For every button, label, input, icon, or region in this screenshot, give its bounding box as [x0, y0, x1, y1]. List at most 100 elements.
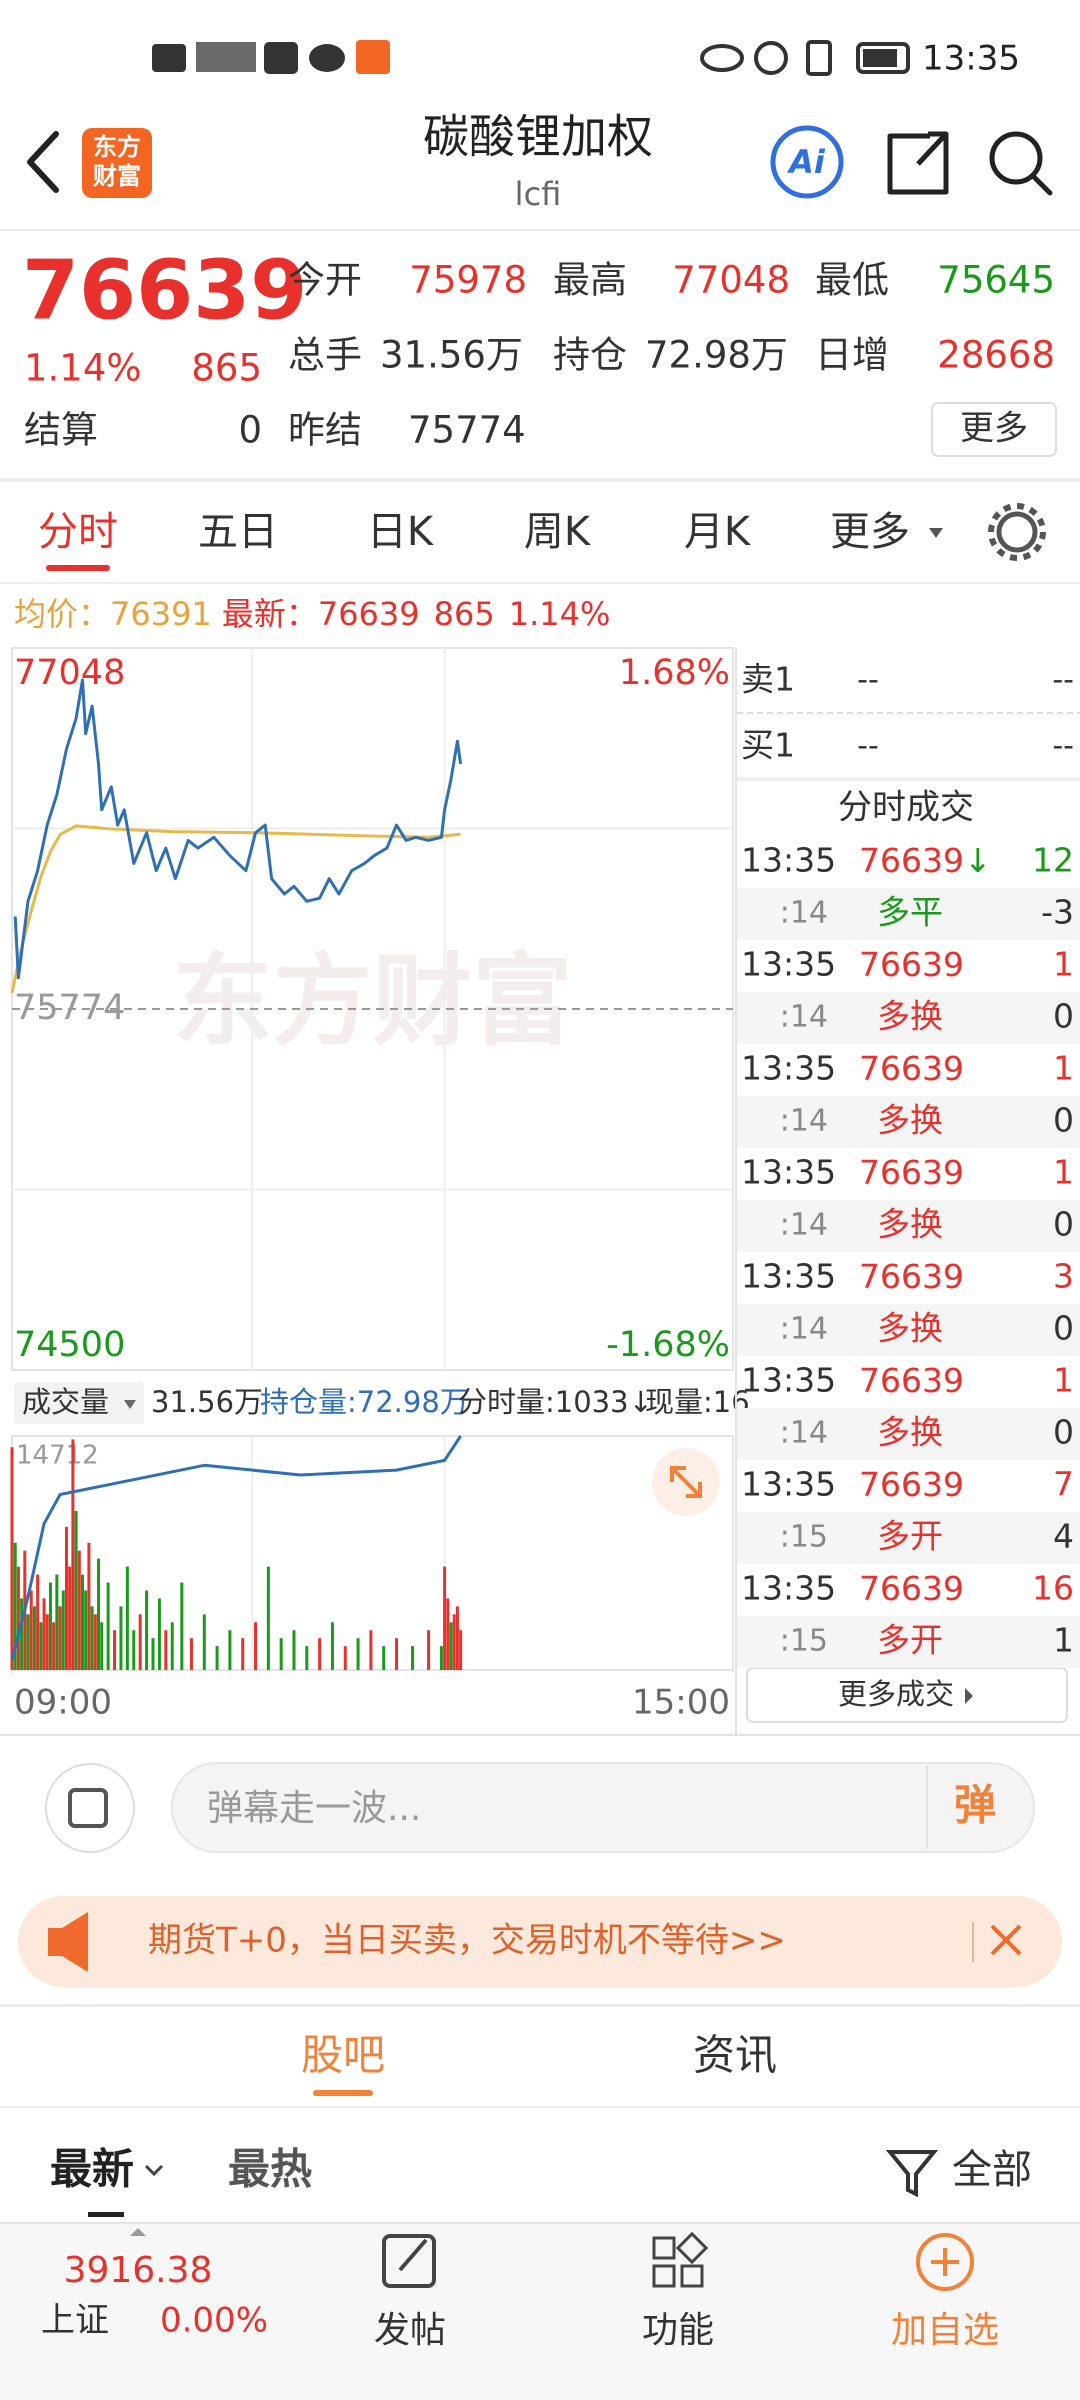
- trade-price: 76639: [859, 1465, 964, 1504]
- trade-change: 0: [1053, 1413, 1074, 1452]
- last-change: 865: [434, 595, 495, 633]
- y2-tick-label: 1.68%: [619, 653, 730, 693]
- volume-bar: [443, 1566, 447, 1670]
- divider: [0, 2106, 1080, 2108]
- app-logo: [82, 128, 152, 198]
- index-value[interactable]: 3916.38: [64, 2250, 213, 2291]
- sort-option[interactable]: 最热: [228, 2145, 312, 2194]
- trade-time: 13:35: [741, 1153, 836, 1192]
- comment-bar: 弹幕走一波... 弹: [45, 1762, 1035, 1853]
- status-icon: [264, 42, 298, 74]
- function-icon: [652, 2236, 676, 2260]
- ai-button[interactable]: [770, 125, 844, 199]
- trade-change: 0: [1053, 1101, 1074, 1140]
- trade-price-value: 76639: [859, 1569, 964, 1608]
- y-tick-label: 75774: [14, 988, 125, 1028]
- volume-bar: [29, 1590, 33, 1670]
- field-label: 最低: [815, 259, 889, 302]
- status-time: 13:35: [922, 39, 1020, 79]
- trade-volume: 1: [1053, 945, 1074, 984]
- book-price: --: [857, 729, 879, 764]
- price-line: [13, 678, 463, 980]
- volume-bar: [90, 1606, 94, 1670]
- book-divider: [737, 777, 1080, 781]
- banner-text: 期货T+0，当日买卖，交易时机不等待>>: [148, 1921, 786, 1961]
- volume-bar: [80, 1574, 84, 1670]
- volume-bar: [292, 1630, 296, 1670]
- volume-bar: [356, 1638, 360, 1670]
- volume-bar: [97, 1558, 101, 1670]
- trade-kind: 多换: [877, 1309, 943, 1348]
- volume-bar: [48, 1582, 52, 1670]
- volume-bar: [74, 1510, 78, 1670]
- trade-second: :15: [780, 1520, 828, 1555]
- volume-bar: [452, 1614, 456, 1670]
- tab[interactable]: 周K: [524, 509, 592, 555]
- trade-time: 13:35: [741, 1361, 836, 1400]
- trade-volume: 1: [1053, 1361, 1074, 1400]
- field-label: 今开: [288, 259, 362, 302]
- dropdown-caret: [929, 528, 943, 538]
- book-price: --: [857, 663, 879, 698]
- expand-icon: [670, 1466, 702, 1498]
- search-button[interactable]: [989, 131, 1043, 185]
- comment-input[interactable]: [171, 1762, 1035, 1853]
- volume-bar: [64, 1526, 68, 1670]
- nav-item[interactable]: 发帖: [374, 2310, 446, 2351]
- volume-bar: [164, 1630, 168, 1670]
- trade-volume: 16: [1032, 1569, 1074, 1608]
- danmaku-button[interactable]: 弹: [954, 1781, 996, 1830]
- volume-bar: [157, 1598, 161, 1670]
- trade-volume: 3: [1053, 1257, 1074, 1296]
- trade-second: :14: [780, 1312, 828, 1347]
- book-volume: --: [1052, 729, 1074, 764]
- tab[interactable]: 分时: [38, 509, 118, 555]
- nav-item[interactable]: 加自选: [891, 2310, 999, 2351]
- function-icon: [675, 2231, 709, 2265]
- settle-value: 0: [238, 409, 262, 452]
- settings-button[interactable]: [996, 511, 1038, 553]
- selector-box[interactable]: [14, 1382, 144, 1424]
- trade-price-value: 76639: [859, 1049, 964, 1088]
- y-tick-label: 74500: [14, 1325, 125, 1365]
- trade-price: 76639: [859, 945, 964, 984]
- divider: [0, 229, 1080, 231]
- nav-item[interactable]: 功能: [642, 2310, 714, 2351]
- volume-bar: [45, 1614, 49, 1670]
- trade-change: -3: [1041, 893, 1074, 932]
- comment-placeholder: 弹幕走一波...: [207, 1788, 421, 1829]
- volume-bar: [449, 1622, 453, 1670]
- volume-bar: [382, 1646, 386, 1670]
- danmaku-icon: [68, 1788, 108, 1828]
- content-tab[interactable]: 股吧: [301, 2031, 385, 2080]
- close-button[interactable]: [990, 1924, 1022, 1956]
- danmaku-toggle[interactable]: [45, 1763, 135, 1853]
- volume-bar: [93, 1614, 97, 1670]
- filter-label[interactable]: 全部: [952, 2147, 1032, 2193]
- filter-icon: [885, 2150, 939, 2198]
- banner-background[interactable]: [18, 1896, 1062, 1987]
- index-change: 0.00%: [160, 2301, 268, 2341]
- volume-bar: [330, 1622, 334, 1670]
- status-icon: [754, 41, 788, 75]
- trade-volume: 1: [1053, 1049, 1074, 1088]
- volume-bar: [26, 1614, 30, 1670]
- share-button[interactable]: [887, 131, 949, 195]
- volume-bar: [180, 1582, 184, 1670]
- trade-second: :14: [780, 1208, 828, 1243]
- more-button[interactable]: [931, 402, 1057, 457]
- x-tick-label: 15:00: [632, 1683, 730, 1723]
- field-value: 28668: [937, 334, 1055, 377]
- content-tab[interactable]: 资讯: [693, 2031, 777, 2080]
- book-volume: --: [1052, 663, 1074, 698]
- megaphone-icon: [48, 1912, 88, 1972]
- tab[interactable]: 月K: [684, 509, 752, 555]
- sort-option[interactable]: 最新: [50, 2145, 134, 2194]
- tab[interactable]: 日K: [367, 509, 435, 555]
- field-label: 日增: [815, 334, 889, 377]
- back-button[interactable]: [27, 131, 59, 193]
- price-chart: 东方财富 77048 75774 74500 1.68% -1.68%: [10, 647, 733, 1371]
- tab[interactable]: 更多: [830, 509, 910, 555]
- tab[interactable]: 五日: [198, 509, 278, 555]
- trade-change: 1: [1053, 1621, 1074, 1660]
